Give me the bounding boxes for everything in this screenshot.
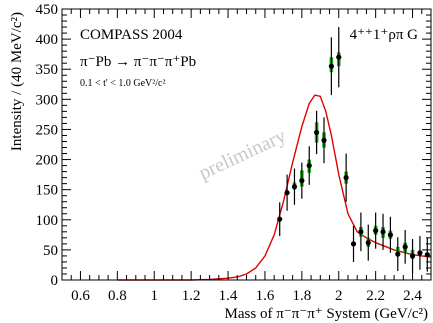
x-tick-label: 1.4 <box>219 288 238 304</box>
wave-label: 4⁺⁺1⁺ρπ G <box>350 27 419 43</box>
fit-curve <box>117 94 432 281</box>
data-point <box>409 253 416 259</box>
fit-curve-layer <box>117 94 432 281</box>
data-point <box>284 190 290 196</box>
reaction-label: π⁻Pb → π⁻π⁻π⁺Pb <box>80 54 196 70</box>
data-point <box>395 251 401 257</box>
data-point <box>343 175 349 181</box>
x-tick-label: 2.2 <box>366 288 385 304</box>
data-point <box>365 240 371 246</box>
t-range-label: 0.1 < t' < 1.0 GeV²/c² <box>80 78 165 89</box>
data-point <box>358 229 364 235</box>
y-tick-label: 300 <box>36 92 59 108</box>
data-points-layer <box>277 27 430 273</box>
data-point <box>306 162 312 169</box>
y-axis-title: Intensity / (40 MeV/c²) <box>9 12 25 151</box>
x-tick-label: 1.2 <box>182 288 201 304</box>
y-tick-label: 0 <box>51 273 59 289</box>
y-tick-label: 150 <box>36 183 59 199</box>
data-point <box>380 229 386 235</box>
y-tick-label: 350 <box>36 62 59 78</box>
data-point <box>402 244 408 250</box>
y-tick-label: 100 <box>36 213 59 229</box>
y-axis-ticks <box>62 8 431 281</box>
x-axis-ticks <box>61 9 432 280</box>
data-point <box>336 54 342 60</box>
x-tick-label: 1.6 <box>256 288 275 304</box>
data-point <box>424 252 430 258</box>
x-axis-tick-labels: 0.6 0.8 1 1.2 1.4 1.6 1.8 2 2.2 2.4 <box>71 288 422 304</box>
data-point <box>417 250 423 256</box>
x-tick-label: 1.8 <box>292 288 311 304</box>
data-point <box>314 129 320 136</box>
x-tick-label: 2.4 <box>403 288 422 304</box>
y-tick-label: 400 <box>36 32 59 48</box>
x-tick-label: 1 <box>151 288 159 304</box>
y-tick-label: 450 <box>36 2 59 18</box>
x-axis-title: Mass of π⁻π⁻π⁺ System (GeV/c²) <box>225 306 428 322</box>
data-point <box>350 241 357 247</box>
x-tick-label: 0.6 <box>71 288 90 304</box>
experiment-label: COMPASS 2004 <box>80 27 183 43</box>
data-point <box>328 63 334 69</box>
data-point <box>299 178 305 184</box>
data-point <box>373 228 379 234</box>
y-tick-label: 200 <box>36 153 59 169</box>
x-tick-label: 0.8 <box>108 288 127 304</box>
data-point <box>277 216 283 222</box>
y-axis-tick-labels: 0 50 100 150 200 250 300 350 400 450 <box>36 2 59 289</box>
y-tick-label: 250 <box>36 122 59 138</box>
y-tick-label: 50 <box>43 243 58 259</box>
data-point <box>291 184 298 190</box>
x-tick-label: 2 <box>335 288 343 304</box>
data-point <box>321 137 327 143</box>
data-point <box>387 232 394 238</box>
